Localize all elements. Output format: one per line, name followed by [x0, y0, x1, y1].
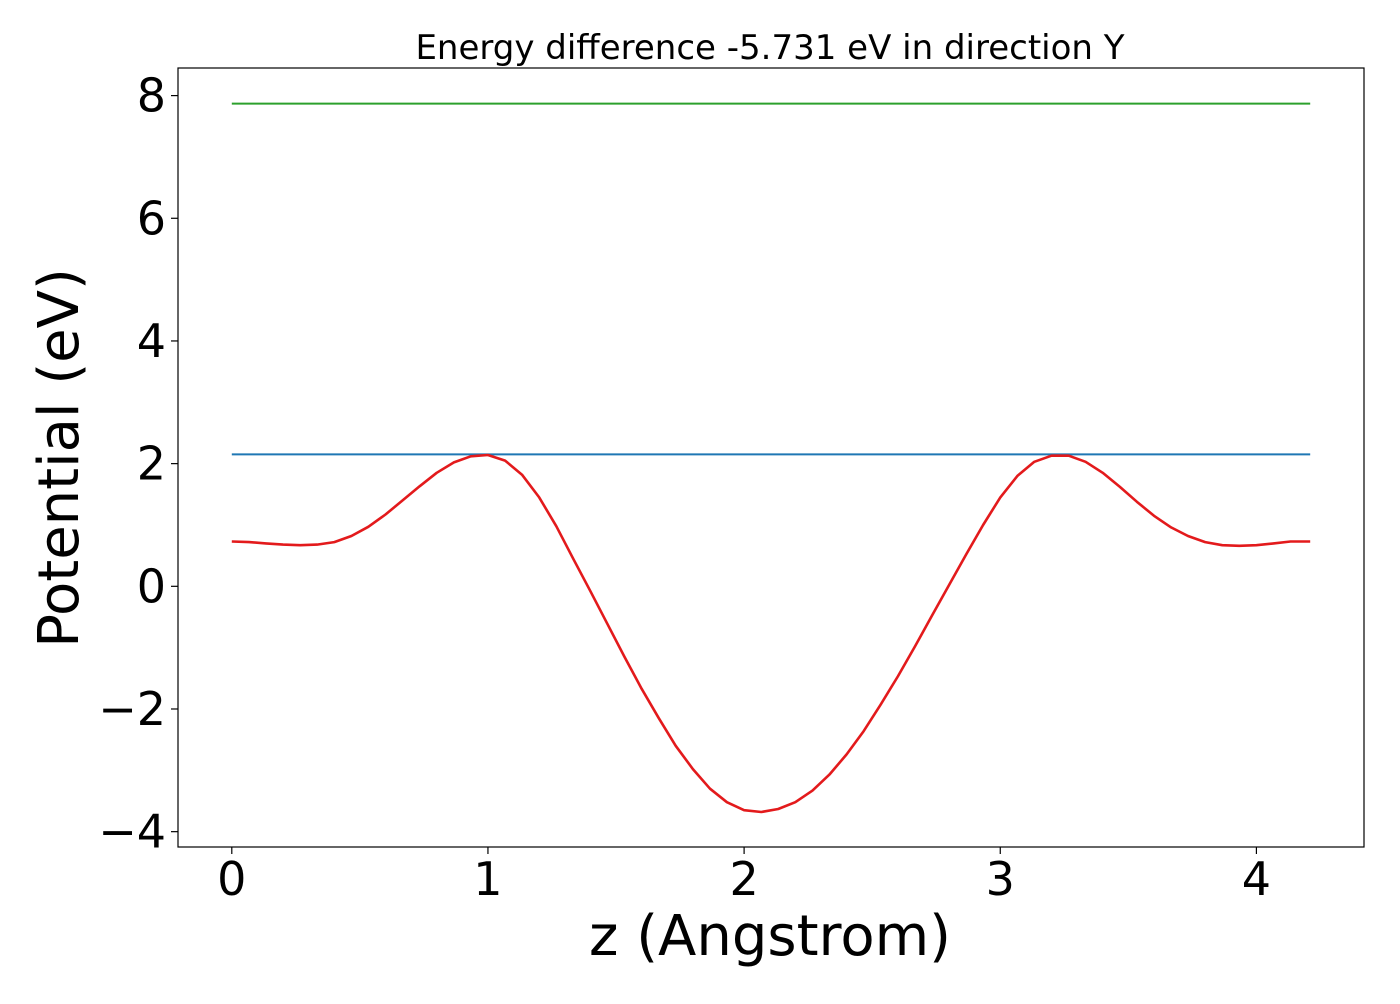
y-tick-label: 0: [137, 559, 166, 613]
x-axis-label: z (Angstrom): [589, 904, 951, 969]
y-tick-label: 2: [137, 437, 166, 491]
x-tick-label: 0: [217, 852, 246, 906]
series-line-2: [231, 453, 1311, 814]
y-tick-label: −4: [98, 805, 166, 859]
y-tick-label: 6: [137, 191, 166, 245]
x-axis: 0 1 2 3 4: [217, 847, 1271, 906]
x-tick-label: 2: [729, 852, 758, 906]
x-tick-label: 1: [473, 852, 502, 906]
y-tick-label: −2: [98, 682, 166, 736]
plot-frame: [177, 67, 1365, 848]
y-tick-label: 8: [137, 69, 166, 123]
y-tick-label: 4: [137, 314, 166, 368]
y-axis: −4 −2 0 2 4 6 8: [98, 69, 178, 859]
series-layer: [231, 102, 1311, 814]
chart-title: Energy difference -5.731 eV in direction…: [415, 28, 1124, 68]
y-axis-label: Potential (eV): [27, 268, 92, 648]
x-tick-label: 4: [1242, 852, 1271, 906]
x-tick-label: 3: [986, 852, 1015, 906]
